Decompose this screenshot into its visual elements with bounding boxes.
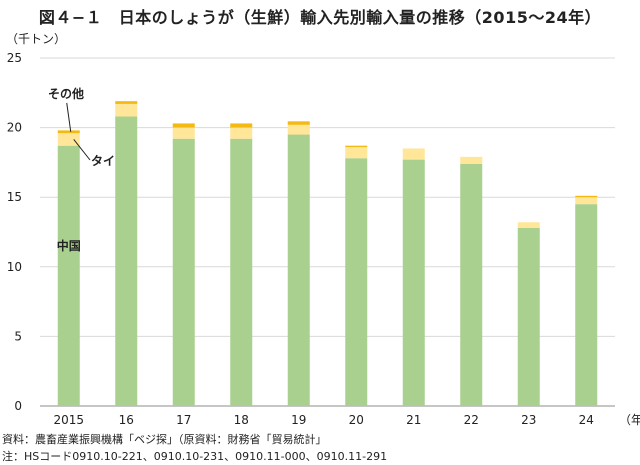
- bar-segment-その他-20: [345, 145, 368, 148]
- annotation-leader-thai: [73, 139, 91, 161]
- x-tick-label: 22: [464, 413, 479, 427]
- bar-segment-タイ-2015: [57, 133, 80, 146]
- y-tick-label: 25: [7, 51, 22, 65]
- bar-segment-タイ-23: [517, 222, 540, 228]
- y-tick-label: 15: [7, 190, 22, 204]
- bar-segment-タイ-19: [287, 124, 310, 135]
- y-tick-label: 20: [7, 121, 22, 135]
- x-tick-label: 24: [579, 413, 594, 427]
- bar-segment-タイ-17: [172, 127, 195, 139]
- x-tick-label: 2015: [53, 413, 84, 427]
- x-tick-label: 23: [521, 413, 536, 427]
- annotation-leader-sonota: [66, 102, 72, 132]
- x-tick-label: 17: [176, 413, 191, 427]
- annotation-china: 中国: [57, 238, 81, 253]
- bar-segment-その他-18: [230, 123, 253, 128]
- y-tick-label: 5: [14, 329, 22, 343]
- bar-segment-中国-18: [230, 138, 253, 406]
- bar-segment-中国-2015: [57, 145, 80, 407]
- bar-segment-その他-24: [575, 195, 598, 198]
- bar-segment-タイ-20: [345, 147, 368, 159]
- x-axis-unit-label: （年）: [619, 413, 640, 427]
- bar-segment-その他-2015: [57, 130, 80, 134]
- bar-segment-中国-21: [402, 159, 425, 406]
- y-tick-label: 10: [7, 260, 22, 274]
- x-tick-label: 18: [234, 413, 249, 427]
- source-note: 資料：農畜産業振興機構「ベジ探」（原資料：財務省「貿易統計」: [2, 433, 327, 446]
- bar-segment-タイ-24: [575, 197, 598, 205]
- x-tick-label: 16: [119, 413, 134, 427]
- bar-segment-その他-17: [172, 123, 195, 128]
- bar-segment-その他-16: [115, 101, 138, 104]
- bar-segment-中国-16: [115, 116, 138, 407]
- bar-segment-タイ-18: [230, 127, 253, 139]
- annotation-sonota: その他: [48, 86, 84, 101]
- annotation-thai: タイ: [91, 154, 115, 168]
- chart-title: 図４−１ 日本のしょうが（生鮮）輸入先別輸入量の推移（2015〜24年）: [38, 8, 602, 27]
- x-tick-label: 21: [406, 413, 421, 427]
- x-tick-label: 20: [349, 413, 364, 427]
- bars: [57, 101, 598, 407]
- x-tick-label: 19: [291, 413, 306, 427]
- bar-segment-中国-22: [460, 163, 483, 406]
- bar-segment-中国-17: [172, 138, 195, 406]
- y-axis-unit-label: （千トン）: [6, 32, 67, 46]
- bar-segment-タイ-22: [460, 156, 483, 164]
- x-axis-ticks: 2015 16 17 18 19 20 21 22 23 24 （年）: [53, 413, 640, 427]
- bar-segment-中国-23: [517, 227, 540, 406]
- bar-segment-中国-19: [287, 134, 310, 406]
- bar-segment-中国-24: [575, 204, 598, 406]
- footnote: 注：HSコード0910.10-221、0910.10-231、0910.11-0…: [2, 450, 388, 463]
- bar-segment-タイ-16: [115, 103, 138, 117]
- bar-segment-タイ-21: [402, 148, 425, 160]
- y-tick-label: 0: [14, 399, 22, 413]
- bar-segment-その他-19: [287, 121, 310, 125]
- bar-segment-中国-20: [345, 158, 368, 406]
- y-axis-ticks: 0 5 10 15 20 25: [7, 51, 22, 413]
